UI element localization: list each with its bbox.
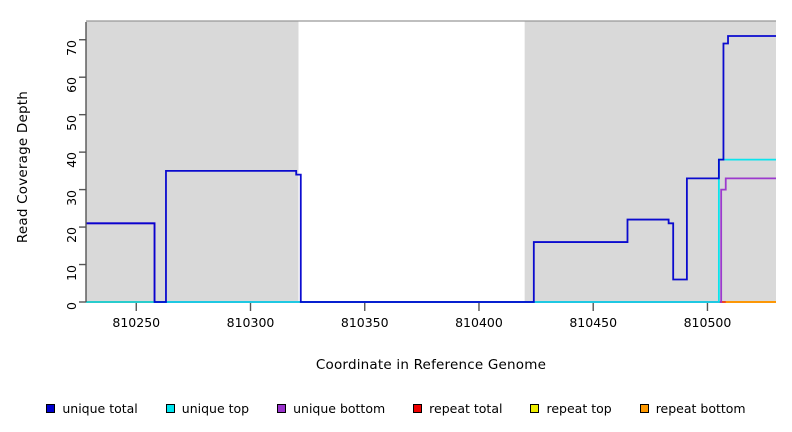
series-line-unique-total xyxy=(86,35,776,303)
shaded-region-repeat-region-right xyxy=(524,21,776,302)
legend-label: repeat total xyxy=(429,400,503,416)
legend-square-icon xyxy=(46,403,56,413)
shaded-region-repeat-region-left xyxy=(86,21,299,302)
legend-item-unique-bottom[interactable]: unique bottom xyxy=(277,401,385,416)
legend-item-repeat-total[interactable]: repeat total xyxy=(413,401,502,416)
x-axis-title: Coordinate in Reference Genome xyxy=(315,357,547,373)
legend-item-unique-top[interactable]: unique top xyxy=(165,400,250,416)
chart-legend: unique total unique top unique bottom repea… xyxy=(0,396,792,420)
y-tick-label-20: 20 xyxy=(64,227,79,243)
legend-item-repeat-bottom[interactable]: repeat bottom xyxy=(639,400,746,416)
legend-label: unique total xyxy=(62,400,138,416)
legend-item-unique-total[interactable]: unique total xyxy=(46,400,138,416)
x-tick-label-810250: 810250 xyxy=(112,315,161,330)
legend-square-icon xyxy=(530,403,540,413)
legend-square-icon xyxy=(277,403,287,413)
legend-label: unique bottom xyxy=(293,400,386,416)
legend-item-repeat-top[interactable]: repeat top xyxy=(530,400,612,416)
legend-label: repeat top xyxy=(546,400,612,416)
legend-square-icon xyxy=(165,403,175,413)
y-tick-label-0: 0 xyxy=(64,302,79,310)
x-tick-label-810500: 810500 xyxy=(683,315,732,330)
y-tick-label-10: 10 xyxy=(64,264,79,281)
y-tick-label-40: 40 xyxy=(64,152,79,169)
x-tick-label-810350: 810350 xyxy=(340,315,389,330)
y-tick-label-50: 50 xyxy=(64,114,79,131)
y-tick-label-30: 30 xyxy=(64,189,79,206)
y-tick-label-70: 70 xyxy=(64,39,79,56)
x-tick-label-810450: 810450 xyxy=(569,315,618,330)
legend-square-icon xyxy=(639,403,649,413)
x-tick-label-810400: 810400 xyxy=(455,315,503,330)
x-tick-label-810300: 810300 xyxy=(226,315,275,330)
y-tick-label-60: 60 xyxy=(64,77,79,94)
legend-label: unique top xyxy=(181,400,250,416)
legend-label: repeat bottom xyxy=(655,400,746,416)
legend-square-icon xyxy=(413,403,423,413)
y-axis-title: Read Coverage Depth xyxy=(15,90,31,244)
